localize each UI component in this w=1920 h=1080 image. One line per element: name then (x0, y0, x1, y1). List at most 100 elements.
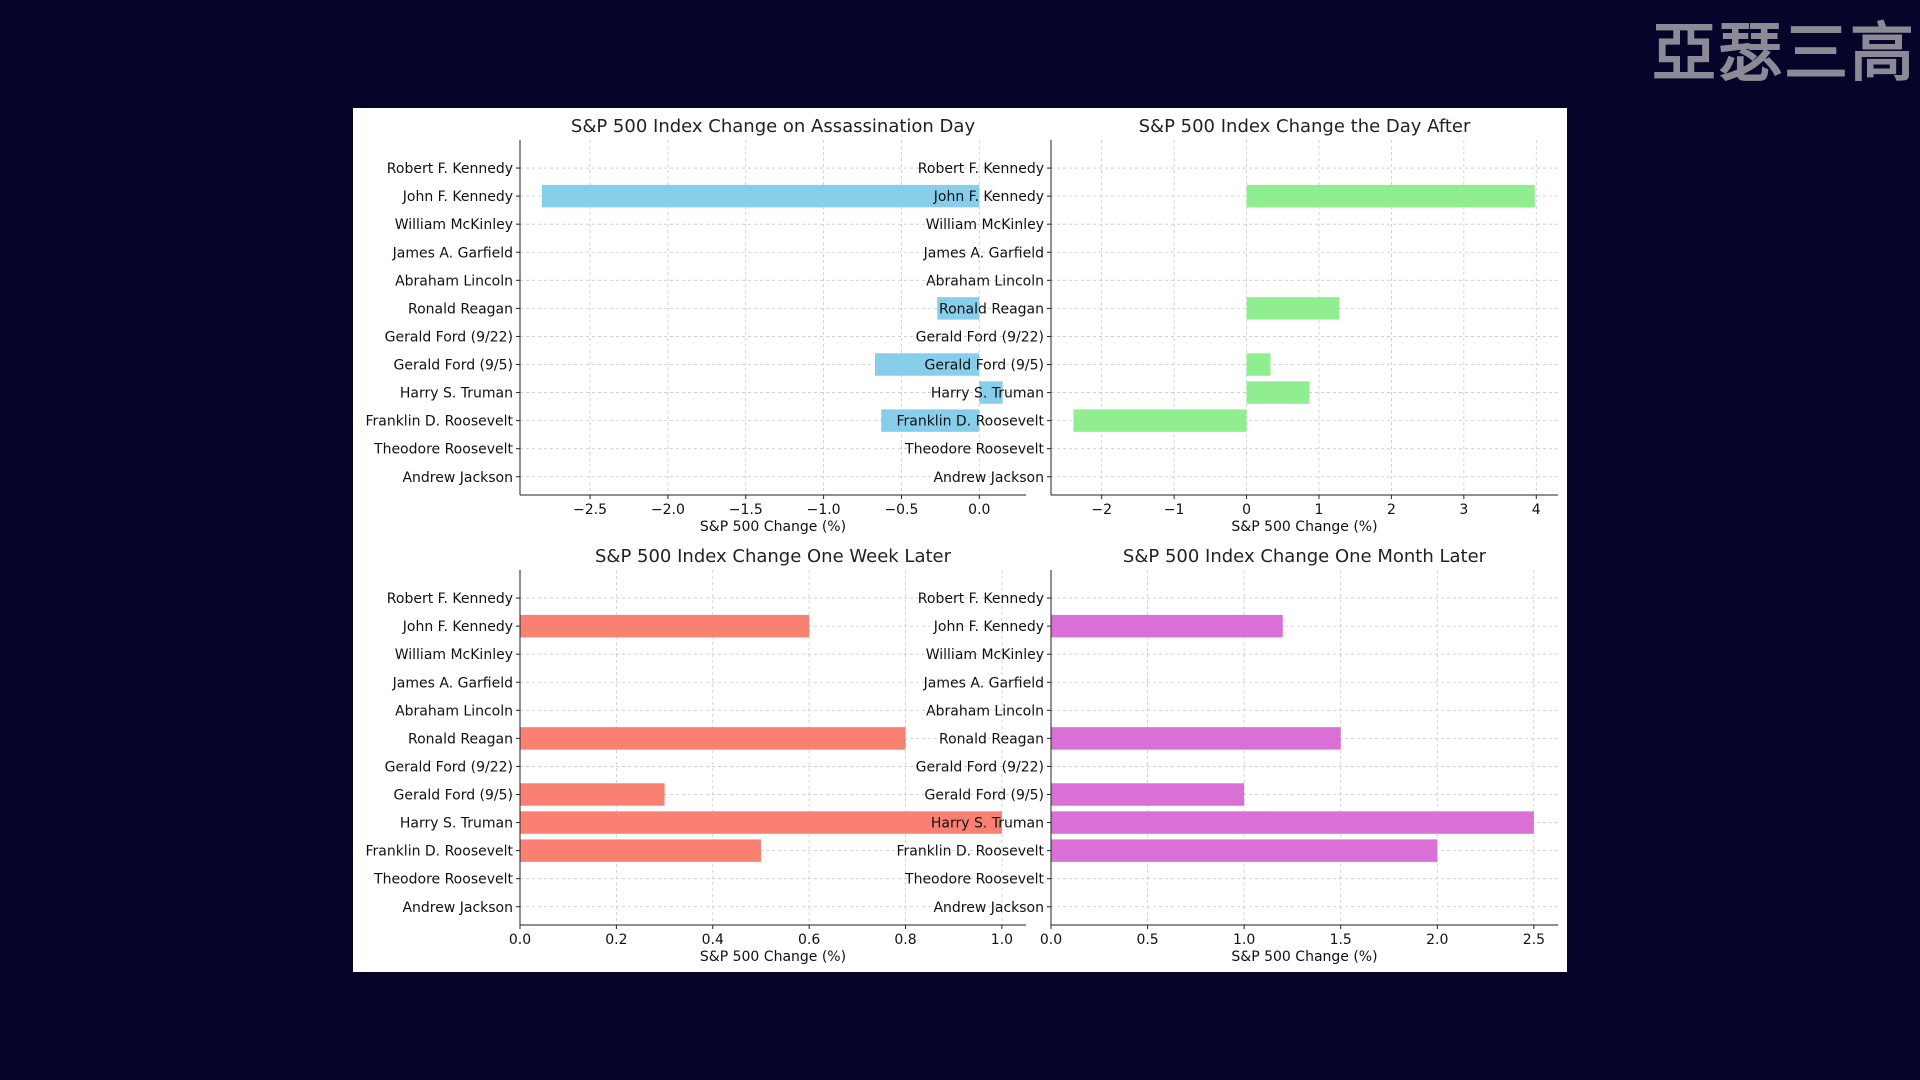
bar (1051, 614, 1283, 638)
bar (1246, 184, 1535, 208)
x-tick-label: 0.4 (702, 932, 724, 948)
bar (1246, 381, 1310, 404)
x-tick-label: 0.0 (509, 932, 531, 948)
bar (541, 184, 980, 208)
bar (881, 409, 980, 432)
bar (520, 839, 761, 862)
y-tick-label: Theodore Roosevelt (373, 872, 513, 888)
y-tick-label: James A. Garfield (392, 675, 513, 691)
x-axis-label: S&P 500 Change (%) (1231, 949, 1377, 965)
bar (520, 614, 810, 638)
y-tick-label: Theodore Roosevelt (904, 442, 1044, 458)
chart-figure: Robert F. Kennedy John F. Kennedy William … (365, 116, 1558, 965)
y-tick-label: Robert F. Kennedy (918, 161, 1044, 177)
bar (874, 353, 980, 376)
y-tick-label: Harry S. Truman (400, 386, 513, 402)
x-tick-label: 0.6 (798, 932, 820, 948)
y-tick-label: Gerald Ford (9/5) (394, 358, 513, 374)
y-tick-label: Gerald Ford (9/22) (916, 759, 1044, 775)
x-tick-label: 2 (1387, 502, 1396, 518)
chart-title: S&P 500 Index Change One Week Later (595, 546, 952, 567)
x-tick-label: −1.5 (729, 502, 763, 518)
bar (520, 811, 1002, 834)
y-tick-label: Harry S. Truman (400, 816, 513, 832)
watermark-logo: 亞瑟三高 (1652, 17, 1916, 91)
y-tick-label: Harry S. Truman (931, 386, 1044, 402)
bar (1051, 839, 1438, 862)
y-tick-label: John F. Kennedy (402, 619, 513, 635)
y-tick-label: Gerald Ford (9/22) (385, 329, 513, 345)
chart-title: S&P 500 Index Change the Day After (1139, 116, 1471, 137)
y-tick-label: Harry S. Truman (931, 816, 1044, 832)
y-tick-label: Ronald Reagan (408, 301, 513, 317)
y-tick-label: Abraham Lincoln (395, 273, 513, 289)
y-tick-label: Abraham Lincoln (926, 273, 1044, 289)
x-tick-label: 1 (1315, 502, 1324, 518)
x-tick-label: −0.5 (884, 502, 918, 518)
y-tick-label: Gerald Ford (9/5) (394, 788, 513, 804)
y-tick-label: Franklin D. Roosevelt (896, 844, 1044, 860)
x-axis-label: S&P 500 Change (%) (700, 949, 846, 965)
y-tick-label: Robert F. Kennedy (918, 591, 1044, 607)
bar (520, 783, 665, 806)
y-tick-label: Andrew Jackson (933, 900, 1044, 916)
y-tick-label: John F. Kennedy (933, 189, 1044, 205)
y-tick-label: James A. Garfield (923, 245, 1044, 261)
x-tick-label: −2.5 (573, 502, 607, 518)
x-tick-label: −2 (1091, 502, 1112, 518)
chart-panel: Robert F. Kennedy John F. Kennedy William … (353, 108, 1567, 972)
bar (1051, 727, 1341, 750)
y-tick-label: James A. Garfield (923, 675, 1044, 691)
y-tick-label: Gerald Ford (9/22) (385, 759, 513, 775)
x-tick-label: 3 (1459, 502, 1468, 518)
bar (1073, 409, 1247, 432)
y-tick-label: Franklin D. Roosevelt (365, 414, 513, 430)
bar (1246, 297, 1340, 320)
y-tick-label: James A. Garfield (392, 245, 513, 261)
y-tick-label: Robert F. Kennedy (387, 161, 513, 177)
x-tick-label: −1.0 (807, 502, 841, 518)
y-tick-label: Gerald Ford (9/5) (925, 788, 1044, 804)
y-tick-label: Robert F. Kennedy (387, 591, 513, 607)
y-tick-label: Abraham Lincoln (926, 703, 1044, 719)
bar (1246, 353, 1271, 376)
y-tick-label: William McKinley (926, 217, 1044, 233)
x-tick-label: 1.5 (1330, 932, 1352, 948)
y-tick-label: William McKinley (926, 647, 1044, 663)
y-tick-label: John F. Kennedy (402, 189, 513, 205)
x-tick-label: 1.0 (1233, 932, 1255, 948)
x-tick-label: 0.2 (605, 932, 627, 948)
y-tick-label: Franklin D. Roosevelt (365, 844, 513, 860)
x-tick-label: −1 (1164, 502, 1185, 518)
y-tick-label: Abraham Lincoln (395, 703, 513, 719)
y-tick-label: William McKinley (395, 647, 513, 663)
y-tick-label: Andrew Jackson (402, 900, 513, 916)
y-tick-label: Gerald Ford (9/22) (916, 329, 1044, 345)
x-tick-label: 2.5 (1523, 932, 1545, 948)
y-tick-label: Theodore Roosevelt (373, 442, 513, 458)
bar (520, 727, 906, 750)
y-tick-label: Theodore Roosevelt (904, 872, 1044, 888)
x-tick-label: 2.0 (1426, 932, 1448, 948)
y-tick-label: Franklin D. Roosevelt (896, 414, 1044, 430)
x-axis-label: S&P 500 Change (%) (700, 519, 846, 535)
x-tick-label: 1.0 (991, 932, 1013, 948)
y-tick-label: Ronald Reagan (939, 731, 1044, 747)
y-tick-label: Gerald Ford (9/5) (925, 358, 1044, 374)
bar (937, 297, 980, 320)
x-tick-label: 0 (1242, 502, 1251, 518)
y-tick-label: William McKinley (395, 217, 513, 233)
y-tick-label: Ronald Reagan (408, 731, 513, 747)
y-tick-label: John F. Kennedy (933, 619, 1044, 635)
x-tick-label: 0.8 (894, 932, 916, 948)
bar (1051, 783, 1245, 806)
x-tick-label: 4 (1532, 502, 1541, 518)
bar (979, 381, 1003, 404)
x-tick-label: 0.0 (968, 502, 990, 518)
y-tick-label: Andrew Jackson (402, 470, 513, 486)
x-tick-label: −2.0 (651, 502, 685, 518)
y-tick-label: Andrew Jackson (933, 470, 1044, 486)
chart-title: S&P 500 Index Change on Assassination Da… (571, 116, 976, 137)
chart-title: S&P 500 Index Change One Month Later (1123, 546, 1487, 567)
x-tick-label: 0.5 (1136, 932, 1158, 948)
